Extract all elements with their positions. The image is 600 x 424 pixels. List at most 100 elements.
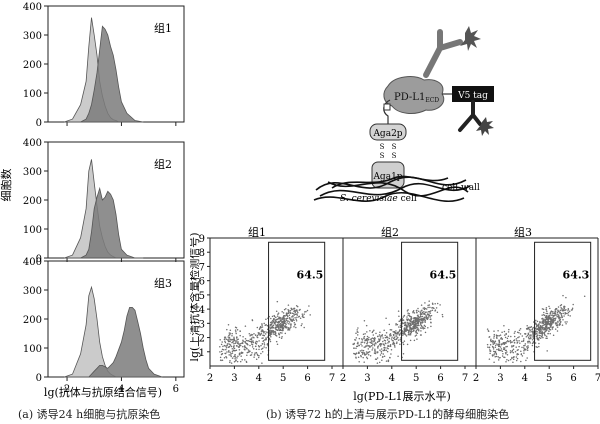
scatter-point xyxy=(256,353,259,355)
scatter-point xyxy=(398,334,401,336)
scatter-point xyxy=(269,325,271,327)
scatter-point xyxy=(389,329,392,331)
scatter-point xyxy=(489,350,491,352)
scatter-point xyxy=(552,320,555,323)
scatter-point xyxy=(246,351,249,354)
scatter-point xyxy=(403,327,406,330)
scatter-point xyxy=(379,345,382,347)
scatter-point xyxy=(366,357,369,360)
scatter-point xyxy=(287,304,290,306)
scatter-point xyxy=(530,337,532,339)
scatter-point xyxy=(263,332,265,334)
scatter-point xyxy=(286,320,289,322)
scatter-point xyxy=(516,342,518,344)
scatter-point xyxy=(361,341,364,343)
scatter-point xyxy=(229,329,232,332)
scatter-point xyxy=(529,335,531,337)
scatter-point xyxy=(403,330,406,333)
scatter-point xyxy=(260,348,263,350)
scatter-point xyxy=(541,326,543,329)
scatter-point xyxy=(537,338,539,341)
scatter-point xyxy=(398,315,400,318)
scatter-point xyxy=(539,324,542,327)
scatter-point xyxy=(535,345,537,348)
scatter-point xyxy=(268,338,271,341)
scatter-point xyxy=(284,332,287,335)
scatter-point xyxy=(383,344,386,346)
scatter-point xyxy=(224,340,226,343)
scatter-point xyxy=(499,346,502,348)
scatter-point xyxy=(396,323,399,326)
scatter-point xyxy=(292,316,294,318)
scatter-point xyxy=(260,344,262,347)
scatter-point xyxy=(229,343,231,346)
histogram-group-label: 组1 xyxy=(154,21,172,35)
scatter-point xyxy=(407,322,410,325)
scatter-point xyxy=(427,326,429,329)
scatter-point xyxy=(412,309,415,312)
scatter-point xyxy=(545,327,548,329)
scatter-point xyxy=(363,346,366,348)
scatter-point xyxy=(260,332,263,335)
scatter-point xyxy=(236,357,238,359)
scatter-point xyxy=(405,324,408,327)
scatter-point xyxy=(494,340,497,342)
scatter-point xyxy=(293,322,296,324)
scatter-point xyxy=(261,330,263,332)
scatter-point xyxy=(511,357,513,360)
scatter-point xyxy=(275,328,277,331)
scatter-point xyxy=(431,309,434,312)
scatter-point xyxy=(388,337,391,340)
scatter-point xyxy=(257,345,260,347)
scatter-point xyxy=(558,323,561,326)
x-tick-label: 5 xyxy=(280,373,286,384)
scatter-point xyxy=(220,350,223,353)
scatter-point xyxy=(436,311,439,313)
scatter-point xyxy=(233,336,235,338)
scatter-point xyxy=(382,353,385,355)
scatter-point xyxy=(280,329,282,332)
scatter-point xyxy=(229,351,231,354)
scatter-point xyxy=(384,347,386,349)
scatter-point xyxy=(408,312,411,315)
scatter-point xyxy=(555,314,558,316)
scatter-point xyxy=(554,323,557,325)
scatter-point xyxy=(294,310,296,312)
scatter-point xyxy=(231,338,233,341)
scatter-point xyxy=(234,356,237,358)
scatter-point xyxy=(397,310,400,312)
scatter-point xyxy=(501,338,503,341)
scatter-point xyxy=(409,327,412,329)
scatter-point xyxy=(220,343,223,346)
scatter-point xyxy=(403,322,405,324)
scatter-point xyxy=(550,322,552,325)
disulfide-s4: S xyxy=(392,152,397,160)
scatter-point xyxy=(388,323,391,326)
scatter-point xyxy=(531,328,534,330)
scatter-point xyxy=(546,312,549,315)
scatter-point xyxy=(493,342,496,344)
scatter-point xyxy=(564,306,566,308)
scatter-point xyxy=(406,343,409,346)
scatter-point xyxy=(505,360,507,363)
scatter-point xyxy=(395,324,397,326)
scatter-point xyxy=(497,355,499,358)
scatter-point xyxy=(430,321,432,324)
scatter-point xyxy=(503,342,505,344)
scatter-point xyxy=(414,317,417,319)
scatter-point xyxy=(419,311,422,313)
scatter-point xyxy=(235,337,238,339)
scatter-point xyxy=(565,296,567,299)
scatter-point xyxy=(227,324,230,326)
scatter-point xyxy=(271,322,274,324)
scatter-point xyxy=(383,355,386,357)
scatter-point xyxy=(523,344,525,347)
scatter-point xyxy=(263,342,266,344)
scatter-point xyxy=(272,324,275,327)
scatter-point xyxy=(505,346,507,348)
scatter-point xyxy=(409,330,411,333)
scatter-point xyxy=(490,338,492,340)
scatter-point xyxy=(381,333,384,336)
scatter-point xyxy=(404,322,407,324)
scatter-point xyxy=(288,314,291,317)
